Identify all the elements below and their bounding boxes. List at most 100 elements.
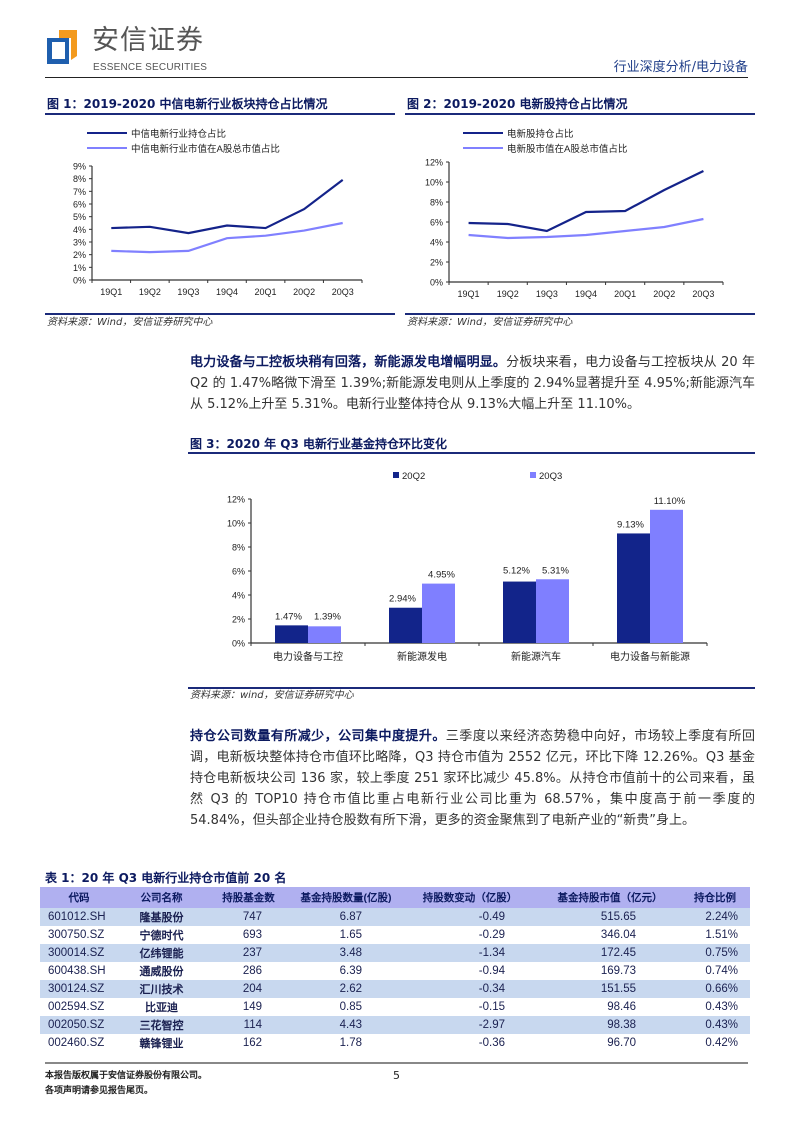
cell-share-change: -0.34	[400, 980, 540, 998]
table-row: 002594.SZ 比亚迪 149 0.85 -0.15 98.46 0.43%	[40, 998, 750, 1016]
cell-ratio: 0.43%	[680, 1016, 750, 1034]
legend-swatch	[393, 472, 399, 478]
x-tick-label: 19Q3	[177, 287, 199, 297]
paragraph-concentration: 持仓公司数量有所减少，公司集中度提升。三季度以来经济态势稳中向好，市场较上季度有…	[190, 726, 755, 831]
y-tick-label: 3%	[73, 238, 86, 248]
legend-swatch	[530, 472, 536, 478]
cell-name: 通威股份	[139, 964, 184, 978]
cell-ratio: 0.66%	[680, 980, 750, 998]
cell-shares: 4.43	[292, 1016, 400, 1034]
cell-ratio: 0.43%	[705, 1000, 738, 1013]
cell-ratio: 0.42%	[705, 1036, 738, 1049]
cell-market-value: 169.73	[600, 964, 636, 977]
cell-code: 300014.SZ	[40, 944, 118, 962]
report-section: 行业深度分析/电力设备	[613, 60, 748, 75]
cell-ratio: 0.75%	[680, 944, 750, 962]
cell-code: 600438.SH	[48, 964, 106, 977]
table-row: 601012.SH 隆基股份 747 6.87 -0.49 515.65 2.24%	[40, 908, 750, 926]
col-header-share-change: 持股数变动（亿股）	[400, 887, 540, 908]
bar-20q3	[650, 509, 683, 643]
paragraph-sector-analysis: 电力设备与工控板块稍有回落，新能源发电增幅明显。分板块来看，电力设备与工控板块从…	[190, 352, 755, 415]
copyright-notice: 本报告版权属于安信证券股份有限公司。	[45, 1071, 208, 1081]
x-tick-label: 新能源发电	[397, 650, 447, 663]
cell-shares: 1.65	[339, 928, 362, 941]
cell-market-value: 96.70	[607, 1036, 636, 1049]
y-tick-label: 12%	[425, 158, 443, 168]
cell-fund-count: 149	[242, 1000, 262, 1013]
cell-name: 赣锋锂业	[139, 1036, 184, 1050]
x-tick-label: 20Q1	[614, 289, 636, 299]
logo-mark-icon	[47, 30, 77, 64]
y-tick-label: 0%	[430, 278, 443, 288]
cell-market-value: 151.55	[540, 980, 680, 998]
cell-code: 300750.SZ	[48, 928, 105, 941]
table-row: 002050.SZ 三花智控 114 4.43 -2.97 98.38 0.43%	[40, 1016, 750, 1034]
cell-market-value: 98.38	[540, 1016, 680, 1034]
y-tick-label: 6%	[73, 200, 86, 210]
fig1-line-chart: 0% 1% 2% 3% 4% 5% 6% 7% 8% 9% 19Q1 19Q2 19Q3 19Q4 20Q1…	[73, 128, 363, 297]
cell-code: 601012.SH	[40, 908, 118, 926]
fig2-title: 图 2：2019-2020 电新股持仓占比情况	[407, 97, 628, 111]
cell-market-value: 172.45	[540, 944, 680, 962]
fig3-rule	[188, 452, 755, 454]
y-tick-label: 0%	[73, 276, 86, 286]
cell-shares: 2.62	[292, 980, 400, 998]
y-tick-label: 0%	[232, 639, 245, 649]
disclaimer-notice: 各项声明请参见报告尾页。	[45, 1086, 154, 1096]
y-tick-label: 2%	[430, 258, 443, 268]
y-tick-label: 6%	[430, 218, 443, 228]
bar-data-label: 4.95%	[428, 570, 455, 581]
cell-share-change: -0.15	[478, 1000, 505, 1013]
bar-data-label: 1.47%	[275, 611, 302, 622]
cell-ratio: 0.74%	[705, 964, 738, 977]
bar-20q2	[503, 581, 536, 643]
col-header-code: 代码	[40, 887, 118, 908]
cell-share-change: -0.94	[478, 964, 505, 977]
series-line-1	[468, 170, 704, 233]
cell-share-change: -0.29	[478, 928, 505, 941]
cell-code: 002594.SZ	[48, 1000, 105, 1013]
series-line-2	[111, 221, 343, 254]
legend-label: 20Q2	[402, 471, 425, 482]
fig3-source: 资料来源：wind，安信证券研究中心	[190, 690, 354, 701]
cell-share-change: -2.97	[400, 1016, 540, 1034]
col-header-fund-count: 持股基金数	[205, 887, 292, 908]
col-header-market-value: 基金持股市值（亿元）	[540, 887, 680, 908]
bar-20q3	[536, 579, 569, 643]
series-line-1	[111, 179, 344, 235]
cell-name: 汇川技术	[118, 980, 205, 998]
cell-market-value: 515.65	[540, 908, 680, 926]
legend-label: 中信电新行业持仓占比	[131, 128, 226, 140]
bar-20q3	[308, 626, 341, 643]
col-header-name: 公司名称	[118, 887, 205, 908]
fig2-source: 资料来源：Wind，安信证券研究中心	[407, 317, 573, 328]
x-tick-label: 20Q1	[255, 287, 277, 297]
bar-20q3	[422, 583, 455, 643]
cell-ratio: 1.51%	[705, 928, 738, 941]
series-line-2	[468, 217, 704, 240]
table-row: 300124.SZ 汇川技术 204 2.62 -0.34 151.55 0.66%	[40, 980, 750, 998]
cell-fund-count: 693	[242, 928, 262, 941]
fig1-rule	[45, 113, 395, 115]
cell-shares: 6.87	[292, 908, 400, 926]
cell-code: 002050.SZ	[40, 1016, 118, 1034]
cell-fund-count: 162	[242, 1036, 262, 1049]
cell-shares: 3.48	[292, 944, 400, 962]
holdings-table: 代码 公司名称 持股基金数 基金持股数量(亿股) 持股数变动（亿股） 基金持股市…	[40, 887, 750, 1052]
bar-20q2	[617, 533, 650, 643]
cell-market-value: 98.46	[607, 1000, 636, 1013]
col-header-ratio: 持仓比例	[680, 887, 750, 908]
x-tick-label: 新能源汽车	[511, 650, 561, 663]
y-tick-label: 8%	[73, 174, 86, 184]
cell-code: 300124.SZ	[40, 980, 118, 998]
legend-label: 电新股持仓占比	[507, 128, 574, 140]
fig2-rule	[405, 113, 755, 115]
table-row: 600438.SH 通威股份 286 6.39 -0.94 169.73 0.74%	[40, 962, 750, 980]
cell-name: 比亚迪	[145, 1000, 178, 1014]
bar-20q2	[275, 625, 308, 643]
paragraph-lead: 持仓公司数量有所减少，公司集中度提升。	[190, 729, 446, 744]
cell-name: 隆基股份	[118, 908, 205, 926]
y-tick-label: 6%	[232, 567, 245, 577]
fig1-source-rule	[45, 313, 395, 315]
x-tick-label: 19Q1	[458, 289, 480, 299]
